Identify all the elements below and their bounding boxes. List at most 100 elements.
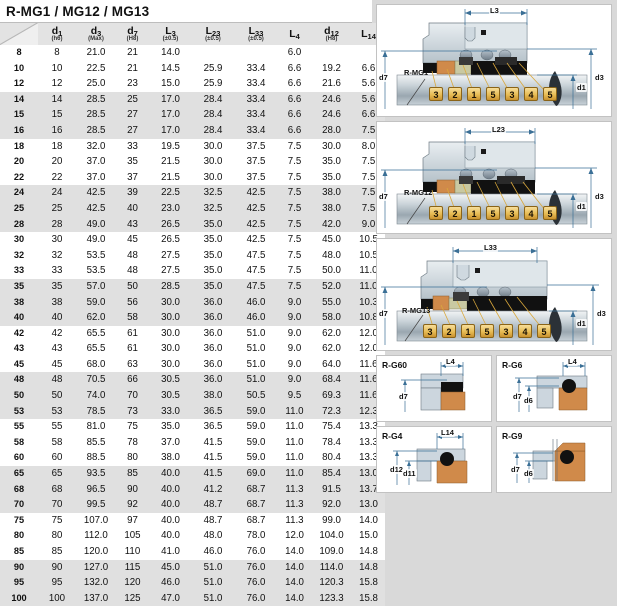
table-cell: 48.7 <box>192 512 234 529</box>
row-key-cell: 85 <box>0 544 38 560</box>
table-cell: 24 <box>38 185 76 201</box>
table-row: 42 42 65.5 61 30.0 36.0 51.0 9.0 62.0 12.0 <box>0 325 385 342</box>
table-row: 100 100 137.0 125 47.0 51.0 76.0 14.0 123.3 15.8 <box>0 590 385 606</box>
table-cell: 33.4 <box>234 122 278 139</box>
table-cell: 38.0 <box>149 450 192 467</box>
table-cell: 41.0 <box>149 544 192 560</box>
row-key-cell: 58 <box>0 434 38 451</box>
table-cell: 30.0 <box>192 169 234 186</box>
table-cell: 11.0 <box>278 403 311 420</box>
header-tolerance: (±0.5) <box>248 36 264 42</box>
table-cell: 17.0 <box>149 91 192 108</box>
table-cell: 66 <box>116 372 149 389</box>
table-cell: 46.0 <box>234 310 278 326</box>
table-cell: 33.0 <box>149 403 192 420</box>
table-cell: 17.0 <box>149 107 192 123</box>
row-key-cell: 65 <box>0 466 38 482</box>
table-cell: 21.5 <box>149 154 192 170</box>
table-cell: 53.5 <box>76 247 116 264</box>
header-symbol: L4 <box>289 27 300 41</box>
table-cell: 85.5 <box>76 434 116 451</box>
table-cell: 11.0 <box>278 434 311 451</box>
table-cell: 30.0 <box>149 325 192 342</box>
header-symbol: d12 <box>324 25 339 38</box>
diagram-r-g6-dim-b: d6 <box>523 396 534 405</box>
table-cell: 6.6 <box>278 107 311 123</box>
table-cell: 6.6 <box>278 76 311 92</box>
table-cell: 14.8 <box>352 559 385 576</box>
row-key-cell: 68 <box>0 481 38 498</box>
table-cell: 37.5 <box>234 154 278 170</box>
table-cell: 47.0 <box>149 590 192 606</box>
table-cell: 39 <box>116 185 149 201</box>
table-cell: 40.0 <box>149 512 192 529</box>
table-cell: 14 <box>38 91 76 108</box>
table-cell: 28.4 <box>192 107 234 123</box>
table-cell: 65 <box>38 466 76 482</box>
table-cell: 37.0 <box>149 434 192 451</box>
table-cell: 14.5 <box>149 60 192 77</box>
table-cell: 90 <box>38 559 76 576</box>
diagram-r-g4-drawing <box>393 433 468 485</box>
table-cell: 27 <box>116 122 149 139</box>
table-row: 24 24 42.5 39 22.5 32.5 42.5 7.5 38.0 7.5 <box>0 185 385 201</box>
table-row: 60 60 88.5 80 38.0 41.5 59.0 11.0 80.4 13.3 <box>0 450 385 467</box>
table-corner-cell <box>0 23 38 45</box>
table-cell: 50 <box>116 278 149 295</box>
table-cell: 32.5 <box>192 185 234 201</box>
diagram-r-mg13-dim-inner: d1 <box>576 319 587 328</box>
table-body: 8 8 21.0 21 14.0 6.0 10 10 22.5 21 14.5 25.9 33.4 6.6… <box>0 45 385 606</box>
table-cell: 28.0 <box>311 122 352 139</box>
table-cell: 7.5 <box>278 216 311 233</box>
table-cell: 35.0 <box>192 278 234 295</box>
table-cell: 90 <box>116 481 149 498</box>
table-cell: 27 <box>116 107 149 123</box>
table-cell: 48.0 <box>192 528 234 544</box>
table-cell: 6.0 <box>278 45 311 61</box>
table-header-cell-L23: L23 (±0.5) <box>192 23 234 45</box>
part-badge: 4 <box>518 324 532 338</box>
table-cell: 109.0 <box>311 544 352 560</box>
table-cell: 19.2 <box>311 60 352 77</box>
table-cell: 52.0 <box>311 278 352 295</box>
table-cell: 36.5 <box>192 419 234 435</box>
row-key-cell: 90 <box>0 559 38 576</box>
table-cell: 78.4 <box>311 434 352 451</box>
table-cell: 76.0 <box>234 544 278 560</box>
table-cell: 59.0 <box>234 450 278 467</box>
table-cell: 35.0 <box>192 216 234 233</box>
table-cell: 114.0 <box>311 559 352 576</box>
table-cell: 115 <box>116 559 149 576</box>
table-cell: 23 <box>116 76 149 92</box>
row-key-cell: 14 <box>0 91 38 108</box>
table-cell: 70 <box>116 388 149 404</box>
header-tolerance: (h6) <box>51 36 63 42</box>
table-row: 38 38 59.0 56 30.0 36.0 46.0 9.0 55.0 10.3 <box>0 294 385 311</box>
diagram-r-g9: R-G9 d7 <box>496 426 612 493</box>
part-badge: 4 <box>524 206 538 220</box>
diagram-r-g6-drawing <box>515 362 588 412</box>
diagram-r-g60-name: R-G60 <box>382 360 408 370</box>
header-tolerance: (H8) <box>126 36 139 42</box>
table-cell: 36.0 <box>192 341 234 357</box>
table-cell: 25 <box>116 91 149 108</box>
table-cell: 49.0 <box>76 216 116 233</box>
table-cell: 81.0 <box>76 419 116 435</box>
table-header-cell-d3: d3 (Max) <box>76 23 116 45</box>
table-cell: 14.0 <box>352 512 385 529</box>
table-cell: 33 <box>116 138 149 155</box>
table-cell: 7.5 <box>278 278 311 295</box>
table-cell: 14.0 <box>278 590 311 606</box>
table-cell: 28.5 <box>76 107 116 123</box>
diagram-r-g9-dim-a: d7 <box>510 465 521 474</box>
table-row: 15 15 28.5 27 17.0 28.4 33.4 6.6 24.6 6.6 <box>0 107 385 123</box>
table-cell: 30.0 <box>149 341 192 357</box>
table-cell: 64.0 <box>311 356 352 373</box>
table-cell: 27.5 <box>149 247 192 264</box>
table-cell: 32 <box>38 247 76 264</box>
part-badge: 1 <box>461 324 475 338</box>
header-symbol: L23 <box>205 25 221 38</box>
part-badge: 4 <box>524 87 538 101</box>
